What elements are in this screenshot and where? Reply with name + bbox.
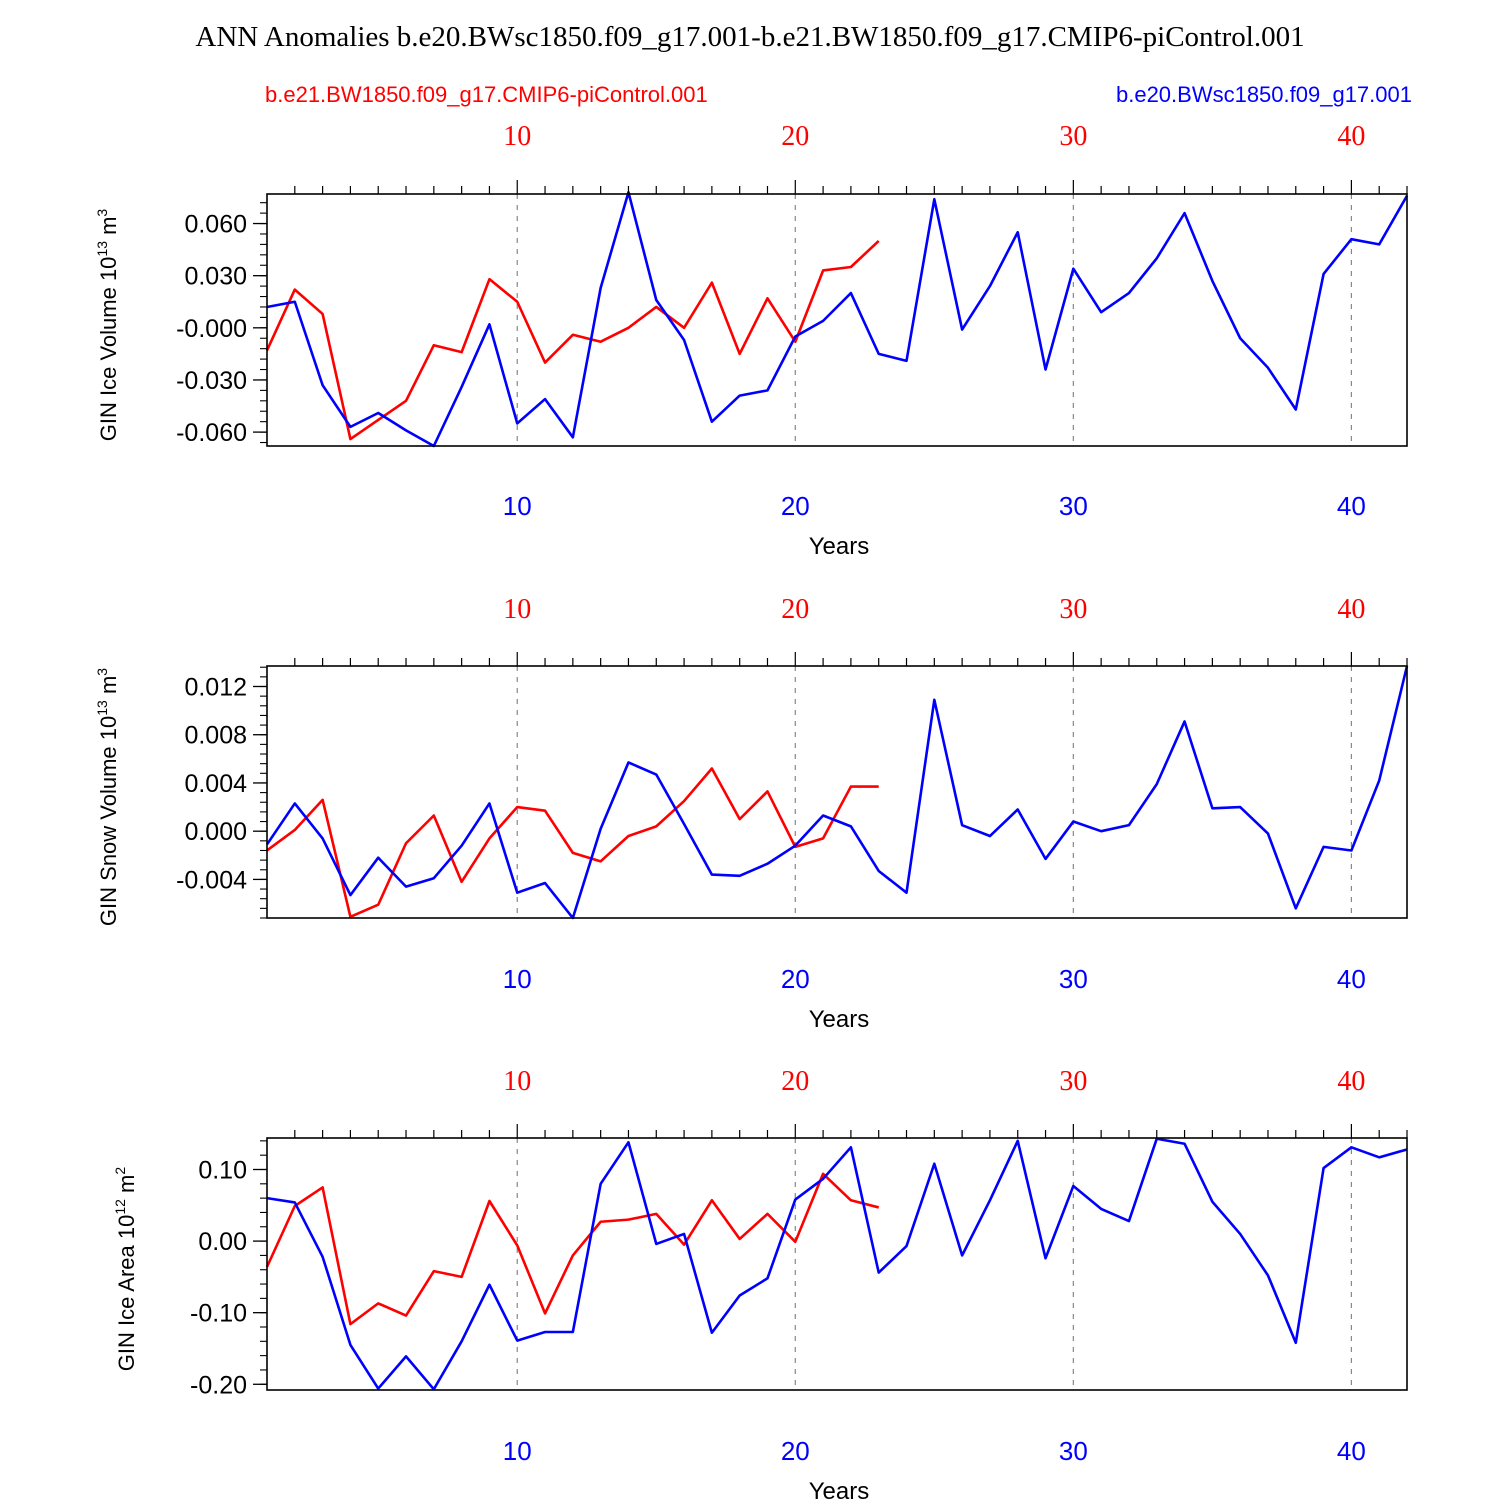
- y-tick-label: -0.060: [176, 419, 247, 447]
- series-line-blue: [266, 190, 1409, 448]
- bottom-x-tick-label: 20: [781, 964, 810, 994]
- top-x-tick-label: 40: [1337, 1066, 1365, 1097]
- bottom-x-tick-label: 40: [1337, 1436, 1366, 1466]
- top-x-tick-label: 40: [1337, 594, 1365, 625]
- top-x-tick-label: 10: [503, 1066, 531, 1097]
- series-line-blue: [266, 1137, 1408, 1391]
- y-tick-label: 0.030: [184, 263, 247, 291]
- bottom-x-tick-label: 40: [1337, 964, 1366, 994]
- ice-volume-panel: -0.060 -0.030 -0.000 0.030 0.060 10 10 20 20 30 30…: [94, 121, 1409, 560]
- top-x-tick-label: 40: [1337, 121, 1365, 152]
- y-tick-label: 0.10: [198, 1157, 247, 1185]
- y-tick-label: 0.008: [184, 722, 247, 750]
- y-tick-label: -0.030: [176, 367, 247, 395]
- series-line-red: [265, 1172, 880, 1326]
- legend-blue-label: b.e20.BWsc1850.f09_g17.001: [1116, 82, 1412, 107]
- y-axis-label: GIN Snow Volume 1013 m3: [94, 668, 121, 926]
- chart-title: ANN Anomalies b.e20.BWsc1850.f09_g17.001…: [195, 21, 1304, 53]
- series-line-red: [265, 239, 880, 441]
- y-axis-label: GIN Ice Volume 1013 m3: [94, 209, 121, 442]
- x-axis-label: Years: [809, 1478, 870, 1500]
- plot-frame: [266, 193, 1408, 447]
- top-x-tick-label: 20: [781, 121, 809, 152]
- bottom-x-tick-label: 20: [781, 491, 810, 521]
- y-tick-label: -0.20: [190, 1371, 247, 1399]
- bottom-x-tick-label: 10: [503, 1436, 532, 1466]
- y-tick-label: 0.060: [184, 211, 247, 239]
- top-x-tick-label: 30: [1059, 594, 1087, 625]
- bottom-x-tick-label: 10: [503, 964, 532, 994]
- ice-area-panel: -0.20 -0.10 0.00 0.10 10 10 20 20 30 30 40 40 Years G…: [112, 1066, 1408, 1500]
- snow-volume-panel: -0.004 0.000 0.004 0.008 0.012 10 10 20 20 30 30 40…: [94, 594, 1409, 1033]
- plot-frame: [266, 665, 1408, 919]
- x-axis-label: Years: [809, 533, 870, 560]
- y-tick-label: 0.00: [198, 1228, 247, 1256]
- legend-red-label: b.e21.BW1850.f09_g17.CMIP6-piControl.001: [265, 82, 708, 107]
- bottom-x-tick-label: 40: [1337, 491, 1366, 521]
- series-line-blue: [265, 665, 1409, 920]
- bottom-x-tick-label: 30: [1059, 964, 1088, 994]
- top-x-tick-label: 10: [503, 121, 531, 152]
- panels: -0.060 -0.030 -0.000 0.030 0.060 10 10 20 20 30 30…: [94, 121, 1409, 1500]
- y-tick-label: 0.004: [184, 770, 247, 798]
- y-tick-label: -0.004: [176, 866, 247, 894]
- bottom-x-tick-label: 10: [503, 491, 532, 521]
- y-tick-label: -0.000: [176, 315, 247, 343]
- top-x-tick-label: 20: [781, 594, 809, 625]
- bottom-x-tick-label: 30: [1059, 1436, 1088, 1466]
- y-tick-label: -0.10: [190, 1300, 247, 1328]
- top-x-tick-label: 30: [1059, 121, 1087, 152]
- bottom-x-tick-label: 20: [781, 1436, 810, 1466]
- top-x-tick-label: 20: [781, 1066, 809, 1097]
- top-x-tick-label: 30: [1059, 1066, 1087, 1097]
- y-axis-label: GIN Ice Area 1012 m2: [112, 1167, 139, 1372]
- x-axis-label: Years: [809, 1006, 870, 1033]
- top-x-tick-label: 10: [503, 594, 531, 625]
- bottom-x-tick-label: 30: [1059, 491, 1088, 521]
- y-tick-label: 0.012: [184, 673, 247, 701]
- plot-frame: [266, 1137, 1408, 1391]
- series-line-red: [266, 767, 879, 919]
- y-tick-label: 0.000: [184, 818, 247, 846]
